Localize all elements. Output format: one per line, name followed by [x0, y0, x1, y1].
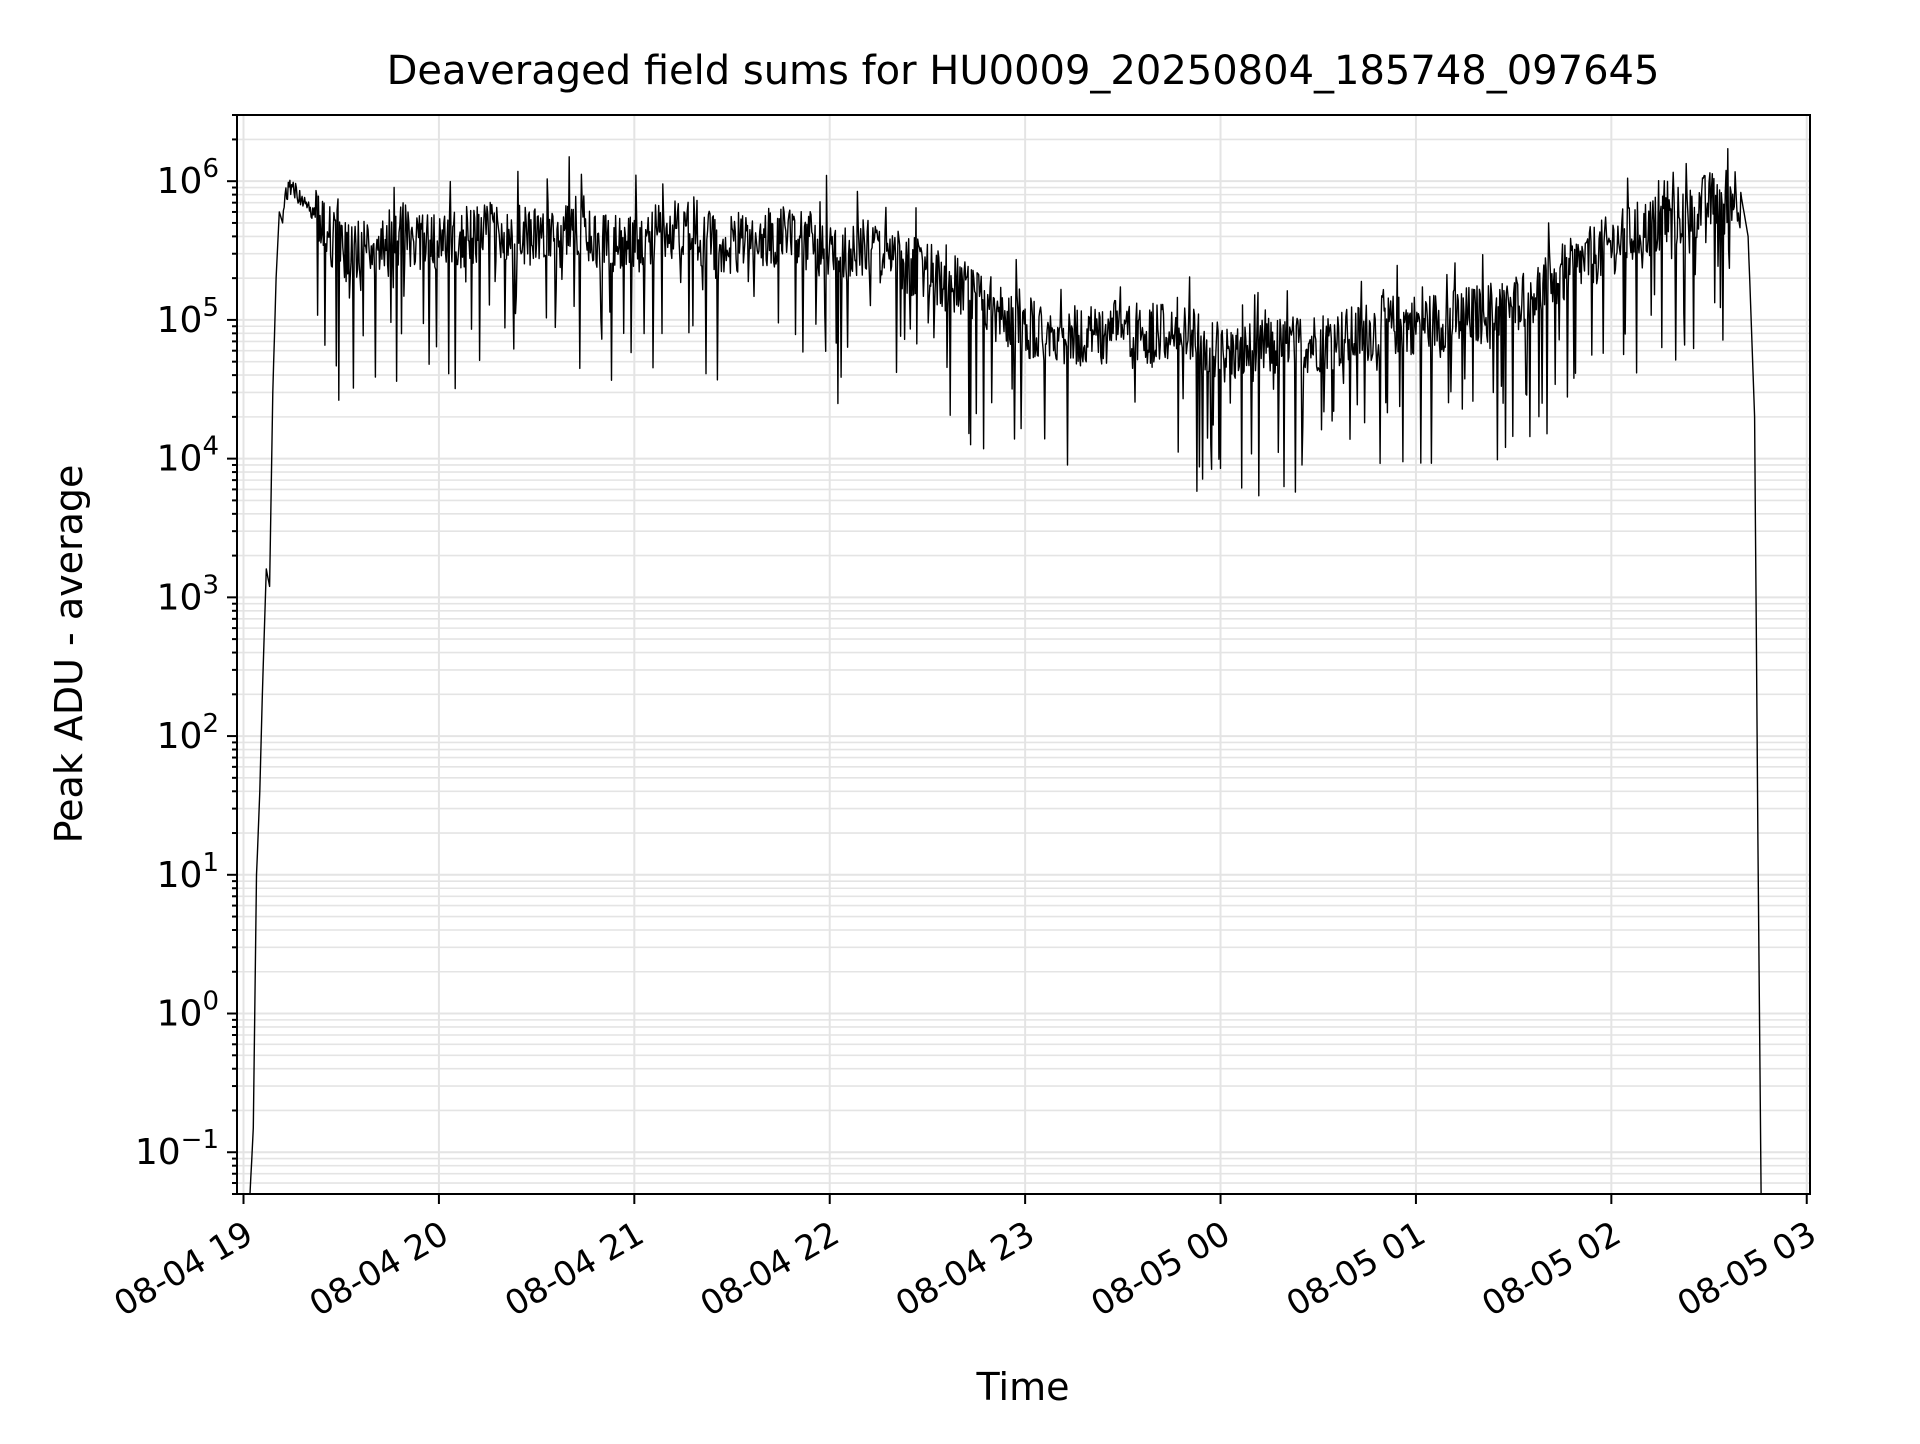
y-tick-label: 101: [157, 848, 219, 896]
grid: [237, 114, 1810, 1195]
y-tick-label: 100: [157, 987, 219, 1035]
data-layer: [249, 148, 1762, 1195]
y-tick-label: 106: [157, 154, 219, 202]
x-axis-label: Time: [976, 1365, 1070, 1409]
y-tick-label: 10−1: [135, 1125, 219, 1173]
plot-frame: [236, 114, 1811, 1195]
y-tick-label: 104: [157, 432, 219, 480]
y-tick-label: 103: [157, 570, 219, 618]
y-tick-label: 105: [157, 293, 219, 341]
chart-title: Deaveraged field sums for HU0009_2025080…: [387, 48, 1660, 94]
y-axis-label: Peak ADU - average: [47, 465, 91, 844]
series-line: [249, 148, 1762, 1195]
y-tick-label: 102: [157, 709, 219, 757]
